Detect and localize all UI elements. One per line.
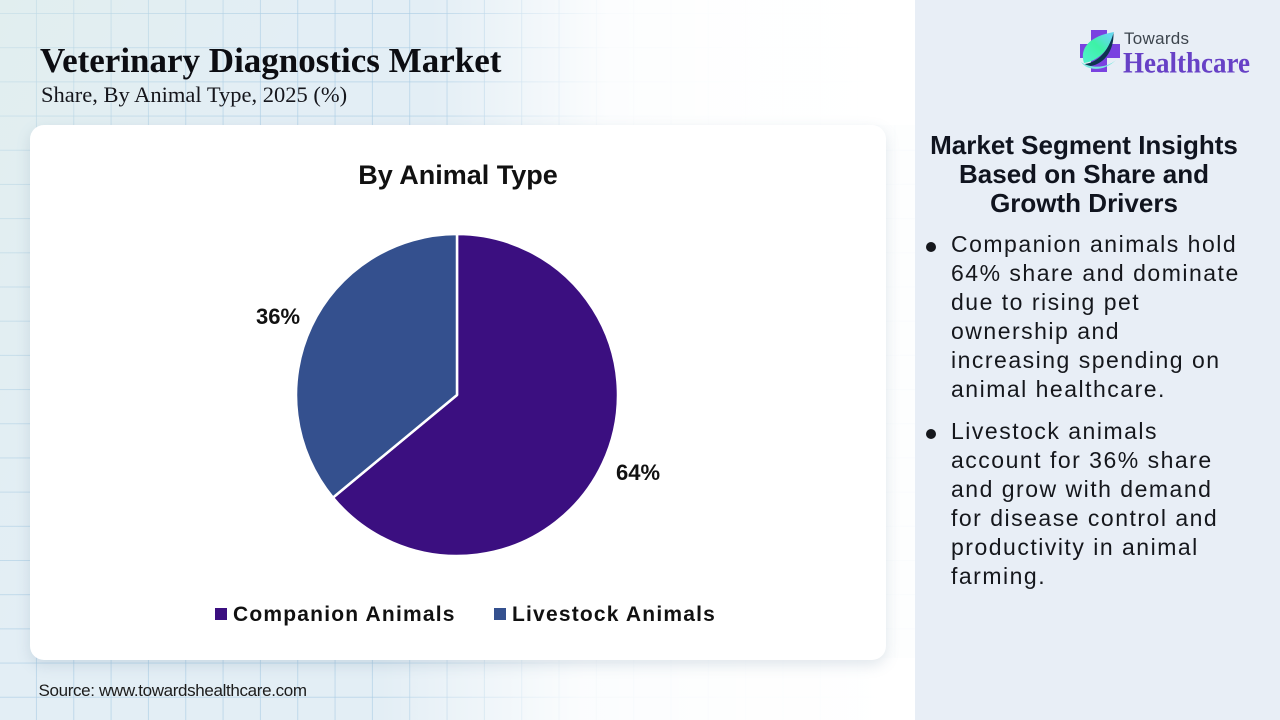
- svg-text:Towards: Towards: [1124, 29, 1189, 48]
- svg-text:Healthcare: Healthcare: [1123, 47, 1250, 80]
